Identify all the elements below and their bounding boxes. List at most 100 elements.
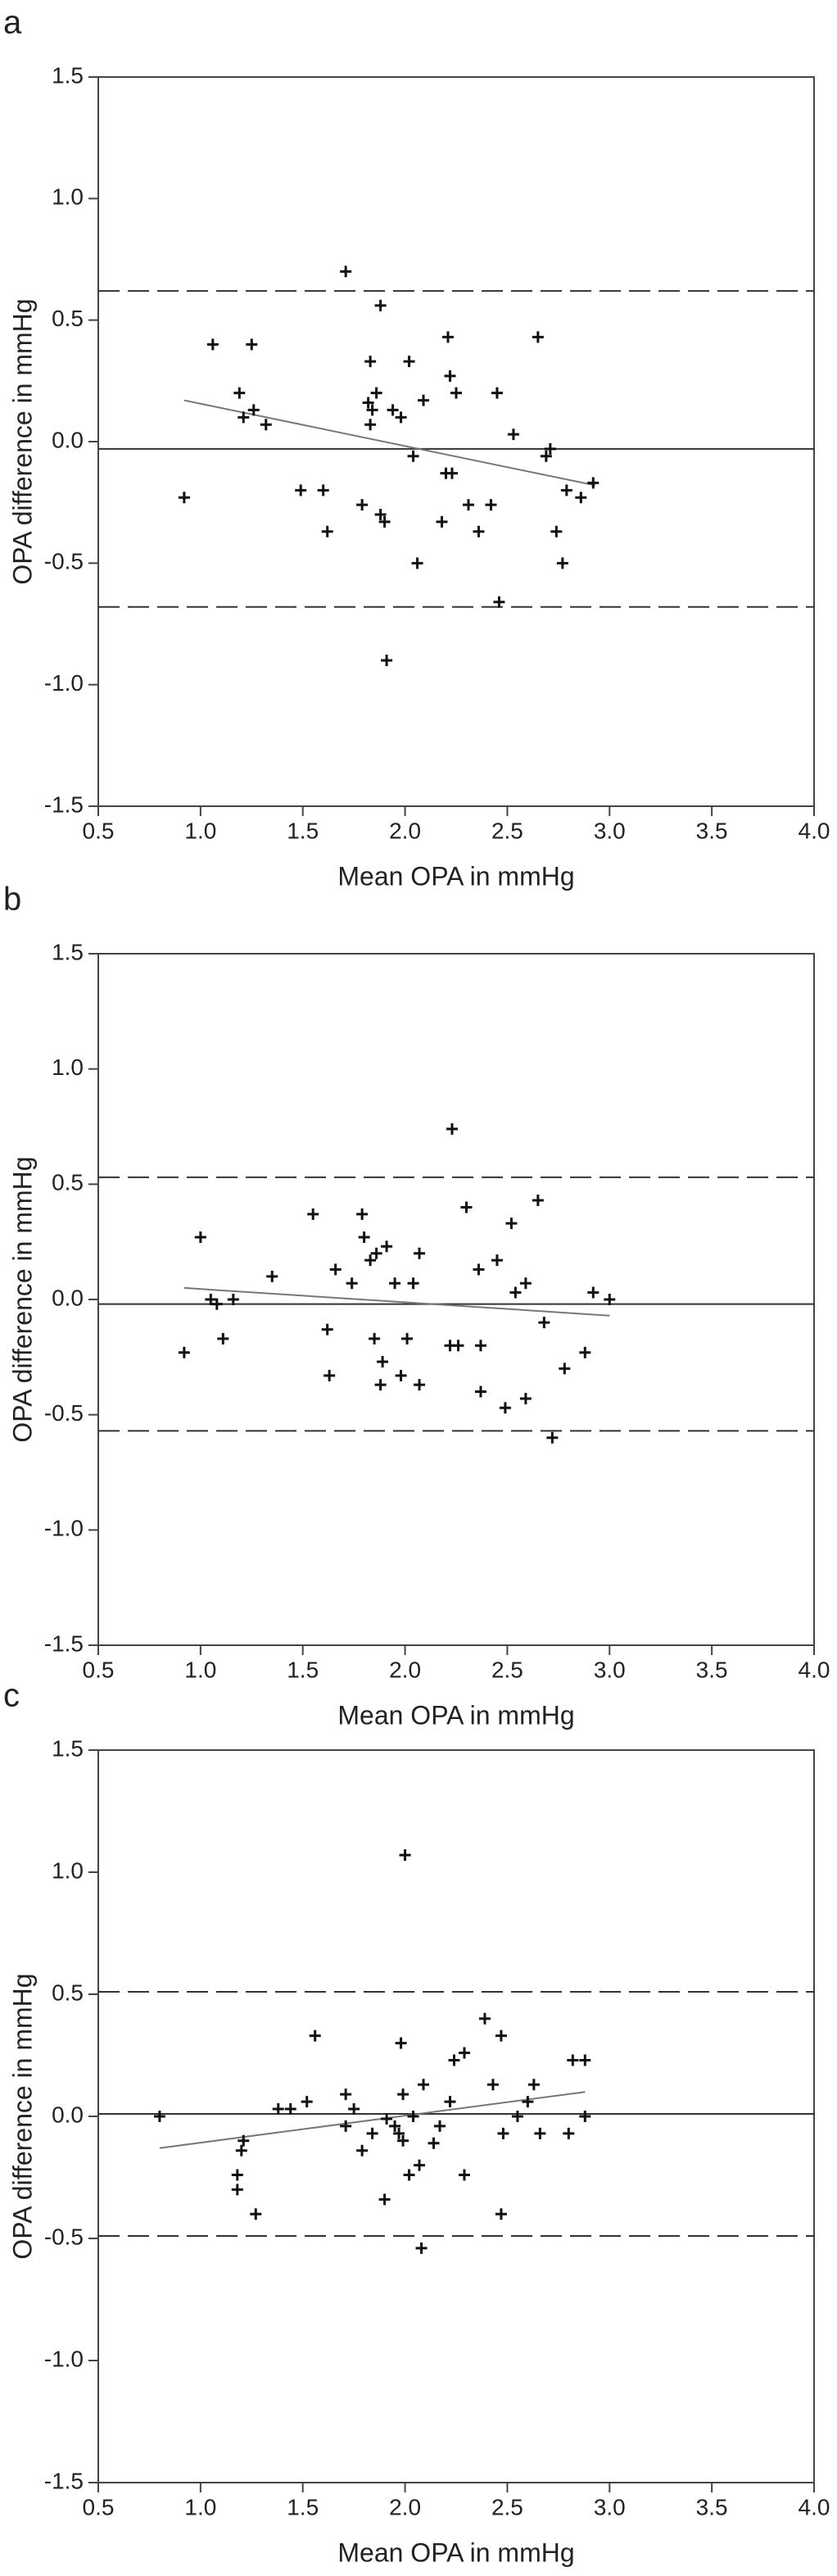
data-point (307, 1208, 319, 1220)
data-point (235, 2144, 247, 2156)
data-point (460, 1201, 473, 1213)
data-point (534, 2127, 546, 2139)
y-tick-label: -0.5 (44, 1400, 84, 1426)
panel-label: a (3, 5, 22, 41)
x-tick-label: 0.5 (83, 818, 115, 843)
y-tick-label: 1.0 (52, 1054, 84, 1080)
data-point (356, 499, 369, 511)
x-tick-label: 3.5 (696, 1657, 728, 1682)
y-tick-label: -0.5 (44, 549, 84, 574)
data-point (495, 2030, 507, 2042)
x-tick-label: 3.5 (696, 2494, 728, 2519)
data-point (474, 1340, 486, 1352)
data-point (579, 2054, 591, 2066)
y-tick-label: 0.0 (52, 2102, 84, 2127)
y-axis-label: OPA difference in mmHg (7, 1973, 37, 2259)
x-tick-label: 2.0 (389, 818, 421, 843)
data-point (364, 356, 377, 368)
y-tick-label: -1.0 (44, 1516, 84, 1541)
data-point (377, 1355, 389, 1367)
plot-frame (97, 76, 815, 807)
x-tick-label: 2.5 (491, 2494, 523, 2519)
data-point (227, 1294, 239, 1305)
data-point (247, 404, 260, 416)
data-point (505, 1218, 518, 1230)
data-point (403, 2169, 415, 2181)
data-point (266, 1270, 278, 1282)
data-point (321, 1323, 333, 1336)
data-point (340, 2088, 352, 2101)
data-point (374, 509, 387, 520)
regression-line (183, 399, 596, 487)
data-point (272, 2103, 284, 2116)
data-point (387, 404, 399, 416)
y-tick-label: 1.5 (52, 939, 84, 964)
data-point (485, 499, 497, 511)
data-point (364, 1254, 377, 1267)
data-point (509, 1286, 522, 1299)
data-point (428, 2137, 440, 2149)
data-point (178, 492, 190, 504)
data-point (507, 429, 519, 441)
data-point (401, 1332, 414, 1345)
data-point (231, 2184, 243, 2196)
data-point (362, 397, 374, 409)
data-point (395, 411, 407, 424)
data-point (389, 1277, 401, 1290)
x-tick-label: 2.5 (491, 1657, 523, 1682)
data-point (301, 2096, 313, 2108)
x-tick-label: 2.0 (389, 1657, 421, 1682)
y-axis-label: OPA difference in mmHg (7, 1156, 37, 1442)
y-tick-label: -1.5 (44, 791, 84, 817)
x-tick-label: 4.0 (799, 1657, 830, 1682)
data-point (474, 1386, 486, 1398)
data-point (250, 2208, 262, 2220)
regression-line (159, 2091, 586, 2149)
x-tick-label: 1.5 (287, 818, 319, 843)
data-point (395, 1369, 407, 1381)
y-tick-label: 1.5 (52, 62, 84, 88)
x-tick-label: 1.0 (184, 818, 216, 843)
data-point (381, 2112, 393, 2125)
data-point (519, 1277, 532, 1290)
data-point (522, 2096, 534, 2108)
x-axis-label: Mean OPA in mmHg (337, 1700, 574, 1730)
data-point (567, 2054, 579, 2066)
data-point (358, 1231, 370, 1244)
data-point (217, 1332, 229, 1345)
data-point (395, 2037, 407, 2049)
data-point (436, 515, 448, 528)
y-tick-label: 0.5 (52, 306, 84, 331)
data-point (284, 2103, 296, 2116)
data-point (321, 525, 333, 537)
data-point (153, 2111, 165, 2122)
data-point (194, 1231, 206, 1244)
data-point (238, 411, 250, 424)
y-tick-label: -1.5 (44, 2468, 84, 2493)
y-tick-label: 1.0 (52, 184, 84, 210)
x-tick-label: 4.0 (799, 818, 830, 843)
data-point (458, 2169, 470, 2181)
data-point (374, 299, 387, 311)
data-point (356, 1208, 369, 1220)
data-point (414, 1379, 426, 1391)
data-point (495, 2208, 507, 2220)
x-tick-label: 0.5 (83, 1657, 115, 1682)
data-point (559, 1363, 571, 1375)
x-tick-label: 1.0 (184, 2494, 216, 2519)
data-point (340, 2120, 352, 2132)
y-tick-label: 1.5 (52, 1735, 84, 1761)
data-point (346, 1277, 358, 1290)
data-point (348, 2103, 360, 2116)
y-tick-label: -1.0 (44, 670, 84, 696)
data-point (519, 1392, 532, 1404)
x-axis-label: Mean OPA in mmHg (337, 2537, 574, 2567)
data-point (366, 404, 378, 416)
data-point (604, 1294, 616, 1305)
data-point (452, 1340, 464, 1352)
data-point (444, 2096, 456, 2108)
y-tick-label: 0.5 (52, 1980, 84, 2005)
data-point (411, 557, 423, 569)
y-tick-label: 0.5 (52, 1170, 84, 1195)
